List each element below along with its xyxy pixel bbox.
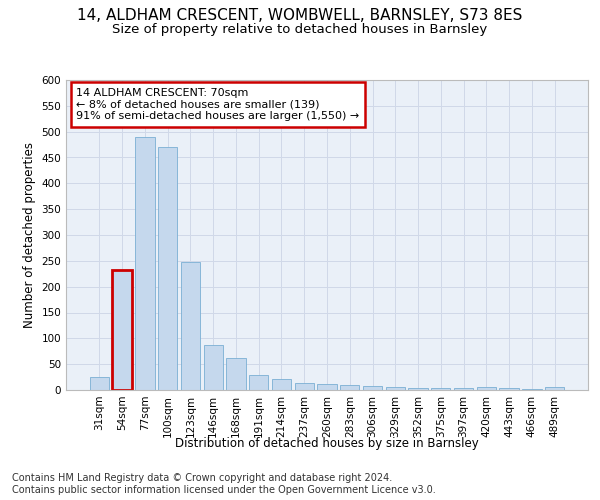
Bar: [135, 137, 155, 390]
Bar: [112, 270, 132, 390]
Bar: [158, 147, 178, 390]
Bar: [181, 262, 200, 390]
Text: Contains HM Land Registry data © Crown copyright and database right 2024.
Contai: Contains HM Land Registry data © Crown c…: [12, 474, 436, 495]
Text: Distribution of detached houses by size in Barnsley: Distribution of detached houses by size …: [175, 438, 479, 450]
Bar: [499, 388, 519, 390]
Bar: [226, 358, 245, 390]
Bar: [317, 384, 337, 390]
Text: 14, ALDHAM CRESCENT, WOMBWELL, BARNSLEY, S73 8ES: 14, ALDHAM CRESCENT, WOMBWELL, BARNSLEY,…: [77, 8, 523, 22]
Bar: [409, 388, 428, 390]
Bar: [431, 388, 451, 390]
Bar: [545, 388, 564, 390]
Bar: [272, 378, 291, 390]
Bar: [454, 388, 473, 390]
Text: 14 ALDHAM CRESCENT: 70sqm
← 8% of detached houses are smaller (139)
91% of semi-: 14 ALDHAM CRESCENT: 70sqm ← 8% of detach…: [76, 88, 359, 121]
Bar: [476, 387, 496, 390]
Bar: [295, 384, 314, 390]
Bar: [386, 388, 405, 390]
Bar: [249, 374, 268, 390]
Bar: [90, 377, 109, 390]
Bar: [203, 344, 223, 390]
Text: Size of property relative to detached houses in Barnsley: Size of property relative to detached ho…: [112, 22, 488, 36]
Y-axis label: Number of detached properties: Number of detached properties: [23, 142, 36, 328]
Bar: [363, 386, 382, 390]
Bar: [340, 385, 359, 390]
